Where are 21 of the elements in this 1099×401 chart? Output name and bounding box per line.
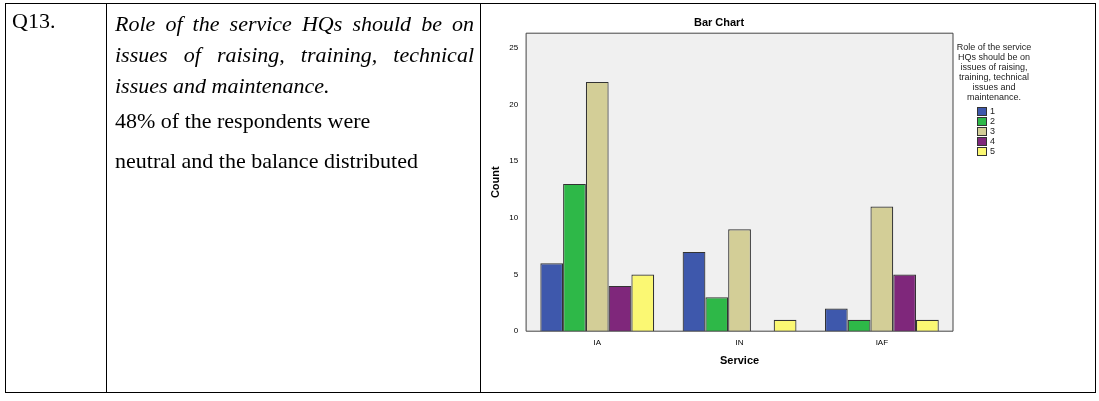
legend-label: 1 xyxy=(990,106,996,116)
legend-title: Role of the service HQs should be on issues of raising, training, technical issues and maintenance. xyxy=(955,42,1033,102)
y-tick-label: 10 xyxy=(509,213,519,223)
y-tick-label: 25 xyxy=(509,43,519,53)
legend-label: 3 xyxy=(990,126,996,136)
y-tick-label: 5 xyxy=(513,269,519,279)
x-axis-title: Service xyxy=(719,354,760,367)
x-tick-label: IA xyxy=(593,338,602,348)
text: Q13. xyxy=(6,4,107,392)
legend-label: 2 xyxy=(990,116,996,126)
y-axis-title: Count xyxy=(488,165,501,199)
legend-label: 5 xyxy=(990,146,996,156)
y-tick-label: 15 xyxy=(509,156,519,166)
text: 48% of the respondents were neutral and the balance distributed xyxy=(115,107,419,175)
legend-label: 4 xyxy=(990,136,996,146)
chart-title: Bar Chart xyxy=(693,15,745,28)
text: Role of the service HQs should be on issues of raising, training, technical issues and maintenance. xyxy=(115,10,474,100)
y-tick-label: 20 xyxy=(509,99,519,109)
x-tick-label: IN xyxy=(735,338,744,348)
x-tick-label: IAF xyxy=(875,338,889,348)
y-tick-label: 0 xyxy=(513,326,519,336)
